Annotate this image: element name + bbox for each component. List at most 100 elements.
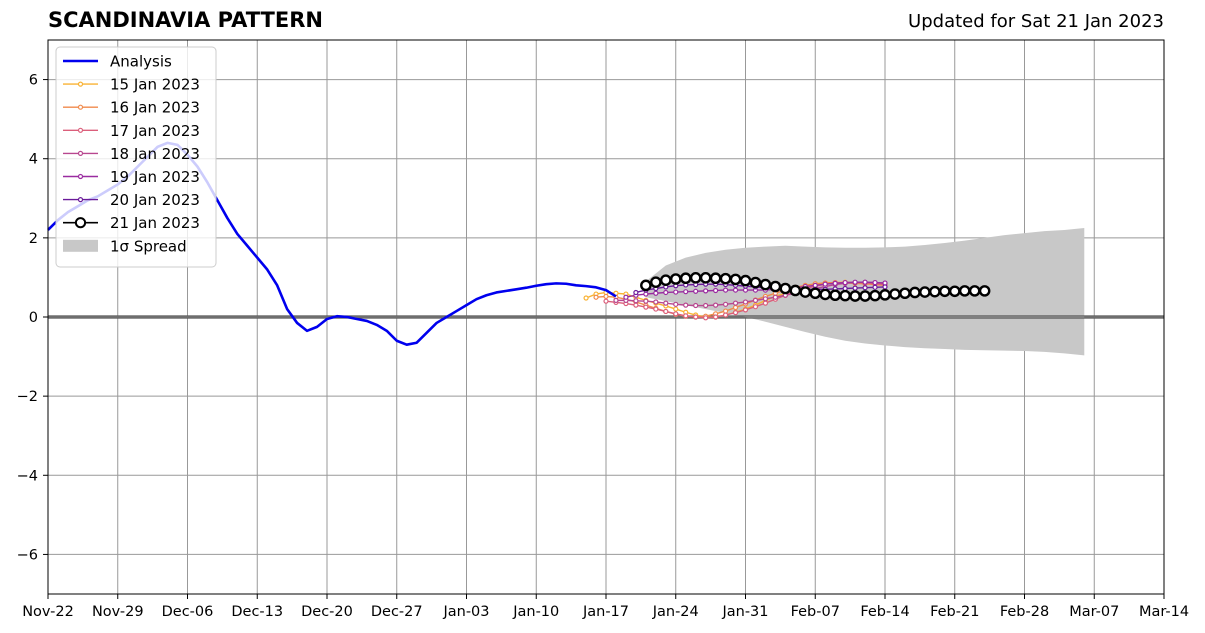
forecast-point [749,276,762,289]
legend-label: 21 Jan 2023 [110,214,200,232]
axes: Nov-22 Nov-29 Dec-06 Dec-13 Dec-20 Dec-27 Jan-… [17,73,1189,620]
forecast-point [623,294,629,300]
forecast-series-layer [583,272,991,321]
forecast-point [653,306,659,312]
x-tick-label: Mar-14 [1139,604,1189,620]
forecast-point [633,302,639,308]
legend-label: Analysis [110,53,172,71]
forecast-point [643,304,649,310]
legend-entry: 20 Jan 2023 [63,191,200,209]
forecast-point [673,301,679,307]
legend-box [55,46,217,268]
forecast-point [713,287,719,294]
legend-label: 20 Jan 2023 [110,191,200,209]
forecast-point [948,285,961,298]
y-tick-label: −6 [17,547,38,563]
forecast-point [872,284,878,290]
legend-entry: 15 Jan 2023 [63,76,200,94]
legend-marker [77,104,84,110]
legend-label: 16 Jan 2023 [110,99,200,117]
forecast-point [663,308,669,315]
forecast-point [583,295,589,301]
forecast-point [703,302,709,309]
x-tick-label: Nov-29 [92,604,144,620]
forecast-point [719,272,732,285]
x-tick-label: Jan-10 [512,604,559,620]
forecast-line [615,281,886,307]
forecast-point [653,290,659,296]
forecast-point [809,287,822,300]
forecast-point [659,274,672,286]
y-tick-label: 2 [29,231,38,247]
forecast-point [832,280,838,286]
x-tick-label: Mar-07 [1069,604,1119,620]
forecast-point [703,315,709,321]
forecast-point [732,304,739,311]
forecast-point [762,296,769,302]
forecast-point [683,289,689,295]
x-tick-label: Feb-14 [860,604,909,620]
forecast-point [862,285,868,291]
forecast-point [703,288,709,294]
legend-entry: 17 Jan 2023 [63,122,200,140]
x-tick-label: Feb-21 [930,604,979,620]
forecast-point [852,285,858,291]
legend-marker [74,217,87,229]
forecast-point [872,279,878,286]
legend-label: 1σ Spread [110,237,187,255]
forecast-point [640,279,652,292]
y-tick-label: 0 [29,310,38,326]
legend-entry: 19 Jan 2023 [63,168,200,186]
zero-line-layer [48,315,1164,319]
y-tick-label: 4 [29,152,38,168]
forecast-point [899,287,911,300]
forecast-point [633,289,639,296]
forecast-point [593,294,599,300]
legend-marker [77,127,84,133]
legend-marker [77,81,84,87]
legend-entry: 16 Jan 2023 [63,99,200,117]
forecast-point [663,289,669,296]
forecast-point [722,287,729,293]
forecast-point [829,289,841,302]
forecast-point [752,297,759,303]
forecast-point [859,290,871,302]
legend-label: 19 Jan 2023 [110,168,200,186]
chart-title: SCANDINAVIA PATTERN [48,8,323,32]
forecast-point [613,297,619,303]
legend-entry: 21 Jan 2023 [63,214,200,232]
legend-marker [77,197,84,203]
forecast-point [683,302,689,308]
forecast-point [862,279,868,285]
forecast-point [713,314,719,320]
forecast-point [789,284,802,297]
forecast-point [842,279,848,286]
forecast-point [762,300,769,306]
forecast-point [839,289,851,302]
legend-entry: Analysis [63,53,172,71]
forecast-point [742,299,749,305]
forecast-point [889,288,901,300]
forecast-point [779,282,792,295]
forecast-point [879,289,891,301]
forecast-point [689,272,702,284]
forecast-point [722,301,729,307]
forecast-point [643,298,649,304]
y-tick-label: −4 [17,468,38,484]
x-tick-label: Jan-17 [582,604,629,620]
updated-date: Updated for Sat 21 Jan 2023 [908,11,1164,32]
forecast-point [739,274,752,287]
legend-entry: 1σ Spread [63,237,187,255]
legend-swatch [63,239,98,252]
x-tick-label: Dec-27 [371,604,423,620]
forecast-point [663,300,669,306]
forecast-point [752,304,759,310]
forecast-series [640,272,991,302]
forecast-point [673,306,679,312]
forecast-point [709,272,722,285]
forecast-point [978,285,991,297]
forecast-point [673,289,679,295]
forecast-point [819,288,832,301]
forecast-point [683,313,689,319]
legend-label: 17 Jan 2023 [110,122,200,140]
